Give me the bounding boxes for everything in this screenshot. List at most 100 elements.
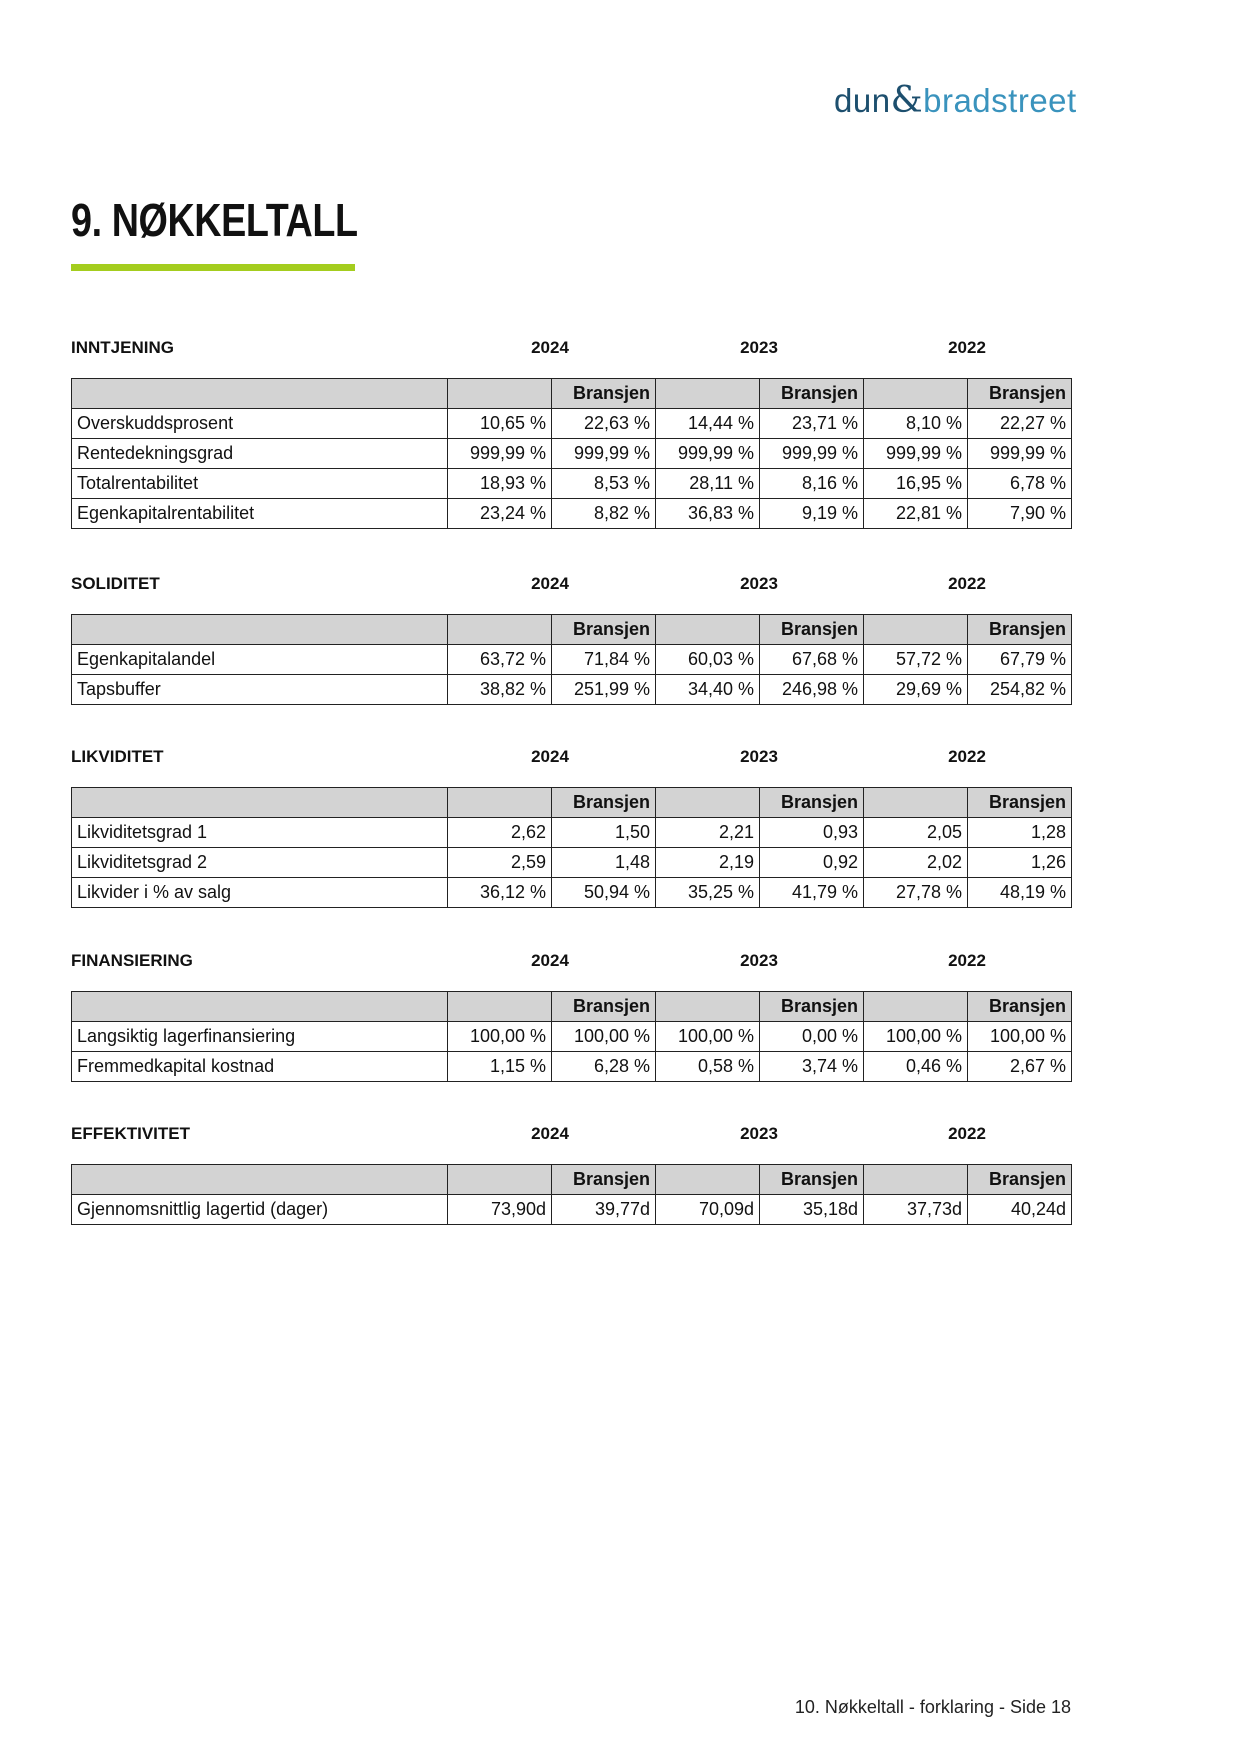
company-value-cell: 0,58 % bbox=[655, 1051, 760, 1082]
industry-value-cell: 0,93 bbox=[759, 817, 864, 848]
industry-value-cell: 0,00 % bbox=[759, 1021, 864, 1052]
table-row: Tapsbuffer 38,82 % 251,99 % 34,40 % 246,98 %… bbox=[71, 674, 1072, 705]
industry-value-cell: 67,68 % bbox=[759, 644, 864, 675]
year-header: 2024 bbox=[531, 1124, 569, 1143]
industry-value-cell: 39,77d bbox=[551, 1194, 656, 1225]
header-cell bbox=[71, 378, 448, 409]
row-label: Egenkapitalrentabilitet bbox=[71, 498, 448, 529]
header-cell bbox=[447, 991, 552, 1022]
dun-bradstreet-logo: dun&bradstreet bbox=[834, 80, 1076, 122]
industry-value-cell: 23,71 % bbox=[759, 408, 864, 439]
company-value-cell: 63,72 % bbox=[447, 644, 552, 675]
logo-ampersand: & bbox=[890, 80, 924, 121]
company-value-cell: 35,25 % bbox=[655, 877, 760, 908]
key-figures-table: Bransjen Bransjen Bransjen Egenkapitalandel… bbox=[71, 614, 1072, 705]
industry-header-cell: Bransjen bbox=[967, 614, 1072, 645]
year-header: 2023 bbox=[740, 951, 778, 970]
logo-text-bradstreet: bradstreet bbox=[923, 82, 1077, 119]
table-row: Likviditetsgrad 1 2,62 1,50 2,21 0,93 2,05 1,2… bbox=[71, 817, 1072, 848]
section-title: FINANSIERING bbox=[71, 951, 193, 970]
table-row: Rentedekningsgrad 999,99 % 999,99 % 999,99 … bbox=[71, 438, 1072, 469]
key-figures-table: Bransjen Bransjen Bransjen Langsiktig lager… bbox=[71, 991, 1072, 1082]
industry-header-cell: Bransjen bbox=[759, 991, 864, 1022]
industry-value-cell: 999,99 % bbox=[967, 438, 1072, 469]
table-header-row: Bransjen Bransjen Bransjen bbox=[71, 378, 1072, 409]
company-value-cell: 37,73d bbox=[863, 1194, 968, 1225]
industry-value-cell: 999,99 % bbox=[759, 438, 864, 469]
company-value-cell: 999,99 % bbox=[655, 438, 760, 469]
header-cell bbox=[71, 1164, 448, 1195]
company-value-cell: 29,69 % bbox=[863, 674, 968, 705]
industry-header-cell: Bransjen bbox=[967, 378, 1072, 409]
industry-value-cell: 251,99 % bbox=[551, 674, 656, 705]
company-value-cell: 2,62 bbox=[447, 817, 552, 848]
section-finansiering: FINANSIERING 2024 2023 2022 Bransjen Bransjen… bbox=[71, 951, 1072, 1082]
industry-header-cell: Bransjen bbox=[551, 787, 656, 818]
header-cell bbox=[655, 991, 760, 1022]
company-value-cell: 2,21 bbox=[655, 817, 760, 848]
industry-value-cell: 100,00 % bbox=[551, 1021, 656, 1052]
header-cell bbox=[71, 787, 448, 818]
row-label: Likvider i % av salg bbox=[71, 877, 448, 908]
industry-value-cell: 1,50 bbox=[551, 817, 656, 848]
page-title: 9. NØKKELTALL bbox=[71, 194, 358, 246]
header-cell bbox=[655, 1164, 760, 1195]
company-value-cell: 10,65 % bbox=[447, 408, 552, 439]
section-header: EFFEKTIVITET 2024 2023 2022 bbox=[71, 1124, 1071, 1144]
table-row: Gjennomsnittlig lagertid (dager) 73,90d 39… bbox=[71, 1194, 1072, 1225]
header-cell bbox=[655, 614, 760, 645]
industry-header-cell: Bransjen bbox=[551, 614, 656, 645]
row-label: Likviditetsgrad 2 bbox=[71, 847, 448, 878]
table-row: Overskuddsprosent 10,65 % 22,63 % 14,44 % 23… bbox=[71, 408, 1072, 439]
table-row: Langsiktig lagerfinansiering 100,00 % 100,… bbox=[71, 1021, 1072, 1052]
key-figures-table: Bransjen Bransjen Bransjen Overskuddsprosen… bbox=[71, 378, 1072, 529]
industry-header-cell: Bransjen bbox=[759, 1164, 864, 1195]
industry-header-cell: Bransjen bbox=[967, 991, 1072, 1022]
company-value-cell: 999,99 % bbox=[447, 438, 552, 469]
industry-value-cell: 1,48 bbox=[551, 847, 656, 878]
table-row: Egenkapitalandel 63,72 % 71,84 % 60,03 % 67,… bbox=[71, 644, 1072, 675]
header-cell bbox=[863, 1164, 968, 1195]
header-cell bbox=[71, 991, 448, 1022]
year-header: 2024 bbox=[531, 747, 569, 766]
industry-value-cell: 2,67 % bbox=[967, 1051, 1072, 1082]
company-value-cell: 60,03 % bbox=[655, 644, 760, 675]
header-cell bbox=[71, 614, 448, 645]
year-header: 2023 bbox=[740, 747, 778, 766]
year-header: 2023 bbox=[740, 338, 778, 357]
section-title: LIKVIDITET bbox=[71, 747, 164, 766]
industry-value-cell: 1,26 bbox=[967, 847, 1072, 878]
section-soliditet: SOLIDITET 2024 2023 2022 Bransjen Bransjen Bra… bbox=[71, 574, 1072, 705]
section-title: SOLIDITET bbox=[71, 574, 160, 593]
header-cell bbox=[863, 991, 968, 1022]
company-value-cell: 70,09d bbox=[655, 1194, 760, 1225]
section-effektivitet: EFFEKTIVITET 2024 2023 2022 Bransjen Bransjen… bbox=[71, 1124, 1072, 1225]
industry-value-cell: 7,90 % bbox=[967, 498, 1072, 529]
row-label: Likviditetsgrad 1 bbox=[71, 817, 448, 848]
industry-value-cell: 0,92 bbox=[759, 847, 864, 878]
company-value-cell: 2,19 bbox=[655, 847, 760, 878]
section-title: INNTJENING bbox=[71, 338, 174, 357]
company-value-cell: 100,00 % bbox=[447, 1021, 552, 1052]
header-cell bbox=[863, 378, 968, 409]
table-row: Fremmedkapital kostnad 1,15 % 6,28 % 0,58 %… bbox=[71, 1051, 1072, 1082]
company-value-cell: 999,99 % bbox=[863, 438, 968, 469]
key-figures-table: Bransjen Bransjen Bransjen Likviditetsgrad … bbox=[71, 787, 1072, 908]
industry-header-cell: Bransjen bbox=[551, 378, 656, 409]
section-title: EFFEKTIVITET bbox=[71, 1124, 190, 1143]
industry-header-cell: Bransjen bbox=[551, 991, 656, 1022]
company-value-cell: 57,72 % bbox=[863, 644, 968, 675]
company-value-cell: 36,83 % bbox=[655, 498, 760, 529]
company-value-cell: 27,78 % bbox=[863, 877, 968, 908]
company-value-cell: 36,12 % bbox=[447, 877, 552, 908]
company-value-cell: 2,02 bbox=[863, 847, 968, 878]
industry-value-cell: 8,16 % bbox=[759, 468, 864, 499]
table-row: Likviditetsgrad 2 2,59 1,48 2,19 0,92 2,02 1,2… bbox=[71, 847, 1072, 878]
header-cell bbox=[447, 378, 552, 409]
row-label: Totalrentabilitet bbox=[71, 468, 448, 499]
table-header-row: Bransjen Bransjen Bransjen bbox=[71, 991, 1072, 1022]
header-cell bbox=[655, 378, 760, 409]
header-cell bbox=[863, 787, 968, 818]
company-value-cell: 28,11 % bbox=[655, 468, 760, 499]
industry-value-cell: 67,79 % bbox=[967, 644, 1072, 675]
